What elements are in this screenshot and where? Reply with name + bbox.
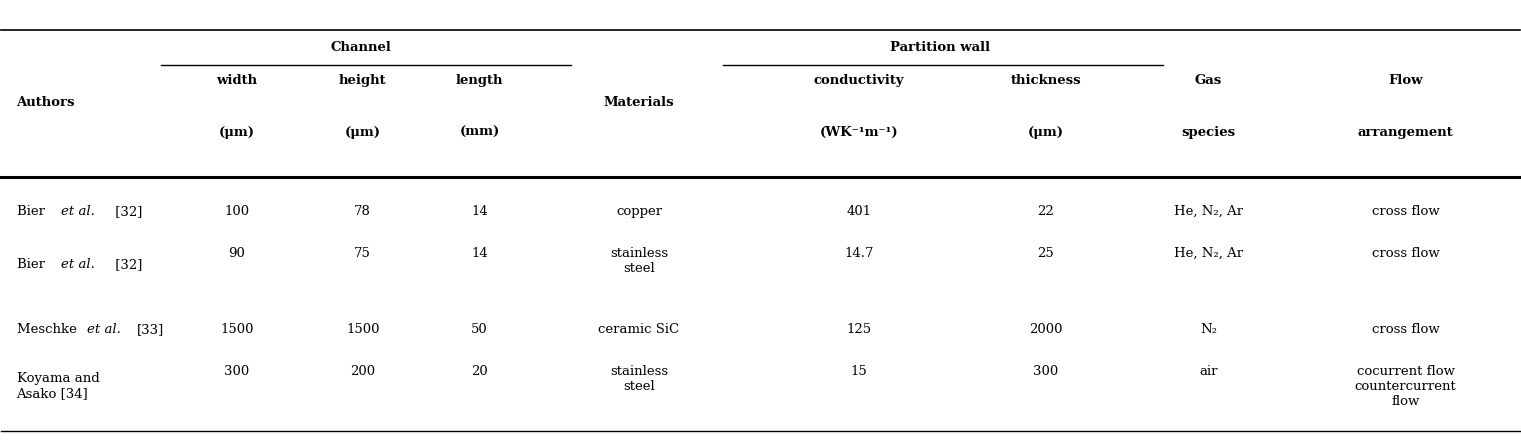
Text: 78: 78 [354, 205, 371, 218]
Text: cross flow: cross flow [1372, 324, 1439, 336]
Text: arrangement: arrangement [1358, 127, 1454, 139]
Text: N₂: N₂ [1200, 324, 1217, 336]
Text: (μm): (μm) [345, 127, 380, 139]
Text: 20: 20 [472, 365, 488, 378]
Text: 125: 125 [847, 324, 872, 336]
Text: height: height [339, 74, 386, 87]
Text: Partition wall: Partition wall [890, 41, 990, 54]
Text: et al.: et al. [61, 258, 94, 271]
Text: 75: 75 [354, 247, 371, 260]
Text: He, N₂, Ar: He, N₂, Ar [1174, 205, 1243, 218]
Text: [32]: [32] [111, 205, 141, 218]
Text: cross flow: cross flow [1372, 205, 1439, 218]
Text: 22: 22 [1037, 205, 1054, 218]
Text: 15: 15 [850, 365, 867, 378]
Text: He, N₂, Ar: He, N₂, Ar [1174, 247, 1243, 260]
Text: et al.: et al. [61, 205, 94, 218]
Text: 25: 25 [1037, 247, 1054, 260]
Text: 1500: 1500 [221, 324, 254, 336]
Text: Koyama and
Asako [34]: Koyama and Asako [34] [17, 372, 99, 400]
Text: stainless
steel: stainless steel [610, 247, 668, 275]
Text: 50: 50 [472, 324, 488, 336]
Text: (mm): (mm) [459, 127, 500, 139]
Text: 14.7: 14.7 [844, 247, 875, 260]
Text: Materials: Materials [604, 96, 674, 108]
Text: 1500: 1500 [345, 324, 379, 336]
Text: Flow: Flow [1389, 74, 1424, 87]
Text: air: air [1199, 365, 1218, 378]
Text: cross flow: cross flow [1372, 247, 1439, 260]
Text: Channel: Channel [330, 41, 391, 54]
Text: stainless
steel: stainless steel [610, 365, 668, 393]
Text: conductivity: conductivity [814, 74, 905, 87]
Text: Authors: Authors [17, 96, 75, 108]
Text: 200: 200 [350, 365, 376, 378]
Text: 2000: 2000 [1030, 324, 1063, 336]
Text: (WK⁻¹m⁻¹): (WK⁻¹m⁻¹) [820, 127, 899, 139]
Text: (μm): (μm) [1028, 127, 1063, 139]
Text: thickness: thickness [1010, 74, 1081, 87]
Text: 90: 90 [228, 247, 245, 260]
Text: 100: 100 [224, 205, 249, 218]
Text: species: species [1182, 127, 1235, 139]
Text: ceramic SiC: ceramic SiC [598, 324, 680, 336]
Text: copper: copper [616, 205, 662, 218]
Text: 401: 401 [847, 205, 872, 218]
Text: cocurrent flow
countercurrent
flow: cocurrent flow countercurrent flow [1355, 365, 1457, 408]
Text: Bier: Bier [17, 205, 49, 218]
Text: 14: 14 [472, 205, 488, 218]
Text: [32]: [32] [111, 258, 141, 271]
Text: width: width [216, 74, 257, 87]
Text: Meschke: Meschke [17, 324, 81, 336]
Text: length: length [456, 74, 503, 87]
Text: 300: 300 [224, 365, 249, 378]
Text: Bier: Bier [17, 258, 49, 271]
Text: et al.: et al. [87, 324, 120, 336]
Text: 14: 14 [472, 247, 488, 260]
Text: Gas: Gas [1196, 74, 1221, 87]
Text: (μm): (μm) [219, 127, 254, 139]
Text: 300: 300 [1033, 365, 1059, 378]
Text: [33]: [33] [137, 324, 164, 336]
